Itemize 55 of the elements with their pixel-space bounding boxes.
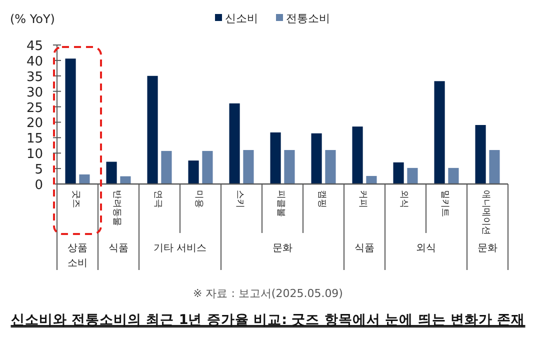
text: ※ 자료 : 보고서(2025.05.09): [193, 287, 343, 300]
x-tick-label: 애니메이션: [480, 190, 490, 235]
x-tick-label: 피클볼: [276, 190, 286, 217]
bar: [325, 150, 336, 184]
y-tick-label: 0: [34, 178, 43, 193]
x-tick-label: 커피: [358, 190, 368, 208]
bar: [352, 126, 363, 184]
y-tick-label: 10: [26, 147, 43, 162]
x-tick-label: 캠핑: [316, 190, 326, 208]
text: 기타 서비스: [153, 243, 207, 254]
bar: [120, 176, 131, 184]
bar: [434, 81, 445, 184]
y-axis-title: (% YoY): [10, 12, 55, 26]
y-tick-label: 35: [26, 70, 43, 85]
text: 식품: [108, 243, 128, 254]
text: 상품 소비: [68, 243, 88, 269]
x-tick-label: 미용: [194, 190, 204, 208]
bar: [270, 132, 281, 184]
y-tick-label: 15: [26, 132, 43, 147]
text: 외식: [416, 243, 436, 254]
x-tick-label: 연극: [152, 190, 162, 208]
bar: [475, 125, 486, 184]
bar: [202, 150, 213, 184]
y-tick-label: 25: [26, 100, 43, 116]
bar: [147, 76, 158, 184]
x-tick-label: 반려동물: [112, 190, 122, 226]
y-tick-label: 20: [26, 116, 43, 132]
bar: [407, 168, 418, 184]
legend-label: 신소비: [225, 12, 258, 25]
bar: [243, 150, 254, 184]
x-tick-label: 밀키트: [440, 190, 450, 217]
text: 식품: [354, 243, 374, 254]
bar: [65, 58, 76, 184]
x-tick-label: 굿즈: [70, 190, 80, 208]
bar: [311, 133, 322, 184]
y-tick-label: 40: [26, 54, 43, 70]
bar: [366, 176, 377, 184]
bar: [393, 162, 404, 184]
legend-label: 전통소비: [286, 12, 330, 25]
bar: [79, 174, 90, 184]
text: 문화: [272, 243, 292, 254]
bar: [106, 162, 117, 184]
x-tick-label: 외식: [398, 190, 408, 208]
bar: [188, 160, 199, 184]
y-tick-label: 45: [26, 39, 43, 54]
text: 문화: [478, 243, 498, 254]
bar: [229, 103, 240, 184]
bar: [284, 150, 295, 184]
y-tick-label: 5: [34, 162, 43, 178]
text: 신소비와 전통소비의 최근 1년 증가율 비교: 굿즈 항목에서 눈에 띄는 변화가 존재: [10, 312, 526, 328]
bar: [161, 150, 172, 184]
y-tick-label: 30: [26, 85, 43, 100]
bar: [448, 168, 459, 184]
bar: [489, 150, 500, 184]
x-tick-label: 스키: [234, 190, 244, 208]
